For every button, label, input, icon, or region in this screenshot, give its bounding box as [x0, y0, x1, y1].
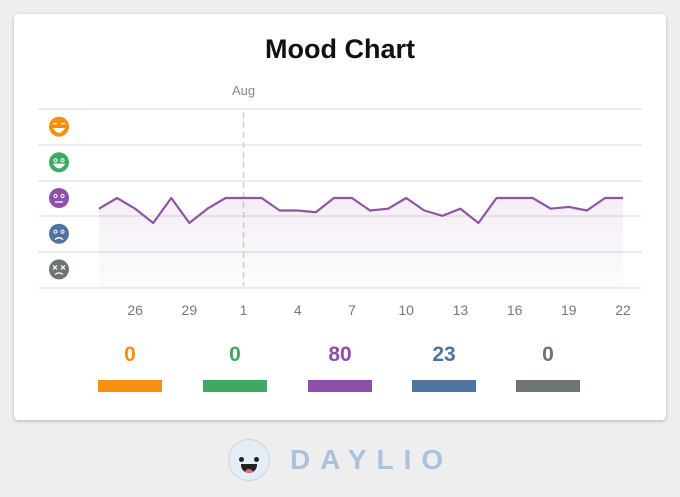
mood-color-bar: [203, 380, 267, 392]
month-label: Aug: [232, 83, 255, 98]
face-mouth: [52, 163, 66, 169]
x-tick-label: 19: [561, 302, 577, 318]
face-eye: [53, 229, 58, 234]
mood-count: 0: [542, 343, 554, 366]
x-tick-label: 4: [294, 302, 302, 318]
x-tick-label: 22: [615, 302, 631, 318]
x-tick-label: 16: [507, 302, 523, 318]
awful-face-icon: [49, 259, 69, 280]
rad-face-icon: [49, 116, 69, 137]
x-tick-label: 10: [398, 302, 414, 318]
bad-face-icon: [49, 223, 69, 244]
x-tick-label: 7: [348, 302, 356, 318]
mood-count: 0: [124, 343, 136, 366]
face-eye: [60, 229, 65, 234]
brand-name: DAYLIO: [290, 444, 454, 475]
mood-color-bar: [98, 380, 162, 392]
mood-count: 0: [229, 343, 241, 366]
face-features: [52, 264, 66, 275]
face-mouth: [54, 237, 64, 241]
x-tick-label: 13: [453, 302, 469, 318]
mood-color-bar: [412, 380, 476, 392]
face-eye: [53, 193, 58, 199]
face-eye: [53, 158, 58, 163]
face-eye: [60, 193, 65, 199]
meh-face-icon: [49, 188, 69, 208]
x-tick-label: 29: [182, 302, 198, 318]
mood-line: [98, 196, 624, 225]
mood-color-bar: [516, 380, 580, 392]
mood-count: 80: [328, 343, 352, 366]
mood-color-bar: [308, 380, 372, 392]
good-face-icon: [49, 152, 69, 173]
face-eye: [60, 158, 65, 163]
chart-title: Mood Chart: [265, 34, 415, 64]
mood-count: 23: [432, 343, 456, 366]
x-tick-label: 1: [240, 302, 248, 318]
face-mouth: [52, 127, 66, 133]
mood-area-fill: [99, 198, 624, 288]
daylio-logo-icon: [228, 439, 270, 481]
x-tick-label: 26: [127, 302, 143, 318]
